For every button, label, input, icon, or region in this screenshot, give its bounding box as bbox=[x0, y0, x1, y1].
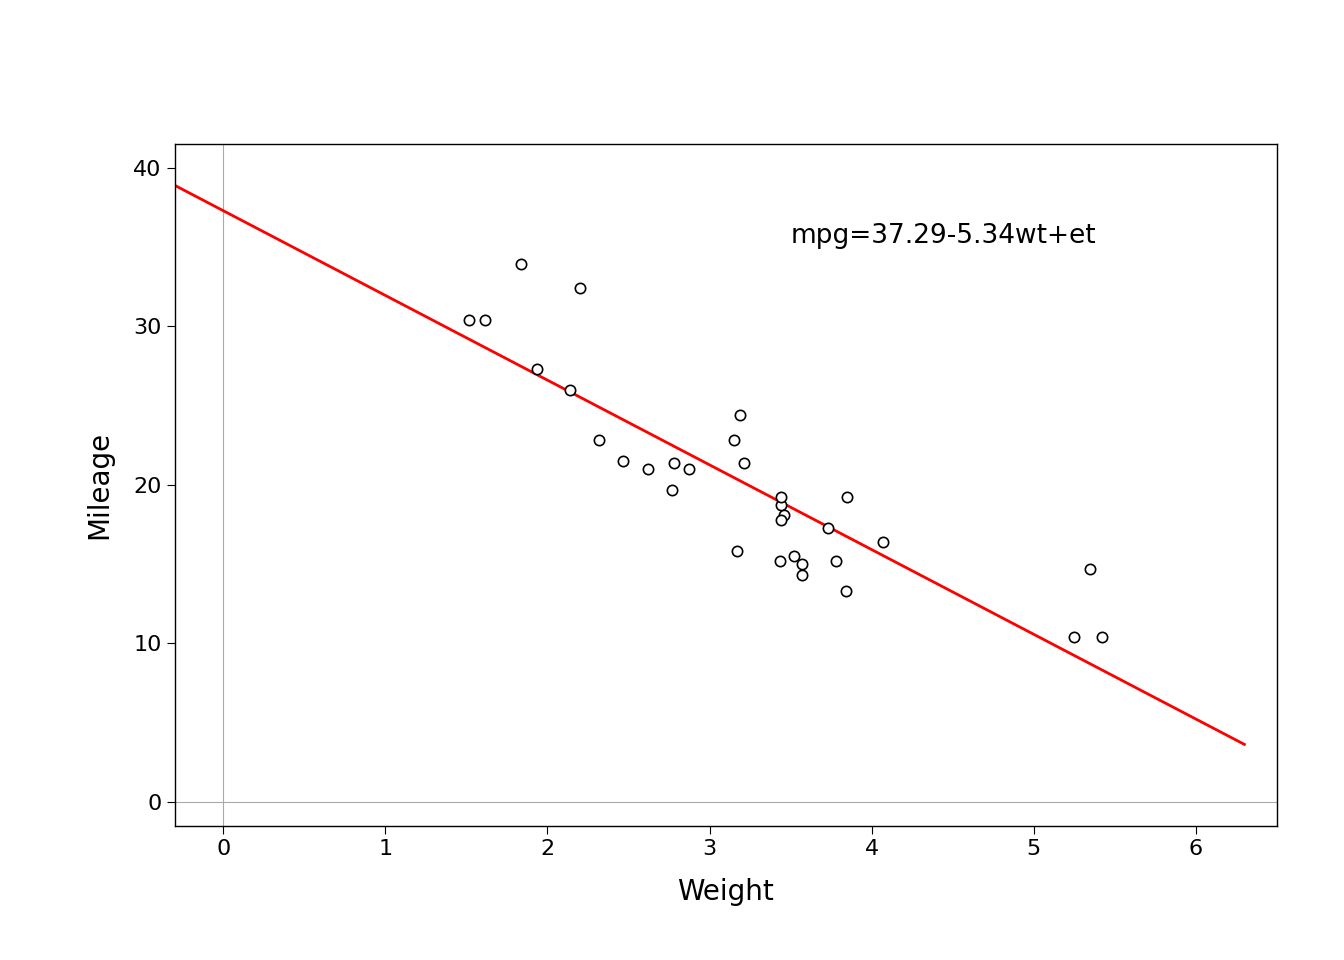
X-axis label: Weight: Weight bbox=[677, 878, 774, 906]
Point bbox=[559, 382, 581, 397]
Point bbox=[817, 520, 839, 536]
Point bbox=[792, 567, 813, 583]
Point bbox=[726, 543, 747, 559]
Point bbox=[509, 256, 531, 272]
Point bbox=[872, 534, 894, 549]
Point bbox=[679, 461, 700, 476]
Point bbox=[770, 512, 792, 527]
Point bbox=[612, 453, 633, 468]
Point bbox=[1091, 630, 1113, 645]
Point bbox=[1079, 562, 1101, 577]
Point bbox=[773, 507, 794, 522]
Point bbox=[770, 490, 792, 505]
Point bbox=[474, 312, 496, 327]
Point bbox=[734, 455, 755, 470]
Text: mpg=37.29-5.34wt+et: mpg=37.29-5.34wt+et bbox=[790, 224, 1097, 250]
Point bbox=[792, 557, 813, 572]
Point bbox=[1063, 630, 1085, 645]
Point bbox=[569, 280, 590, 296]
Point bbox=[835, 584, 856, 599]
Point bbox=[825, 553, 847, 568]
Point bbox=[769, 553, 790, 568]
Point bbox=[637, 461, 659, 476]
Point bbox=[730, 407, 751, 422]
Point bbox=[723, 433, 745, 448]
Y-axis label: Mileage: Mileage bbox=[86, 431, 114, 539]
Point bbox=[458, 312, 480, 327]
Point bbox=[527, 361, 548, 376]
Point bbox=[836, 490, 857, 505]
Point bbox=[784, 548, 805, 564]
Point bbox=[770, 497, 792, 513]
Point bbox=[663, 455, 684, 470]
Point bbox=[589, 433, 610, 448]
Point bbox=[661, 482, 683, 497]
